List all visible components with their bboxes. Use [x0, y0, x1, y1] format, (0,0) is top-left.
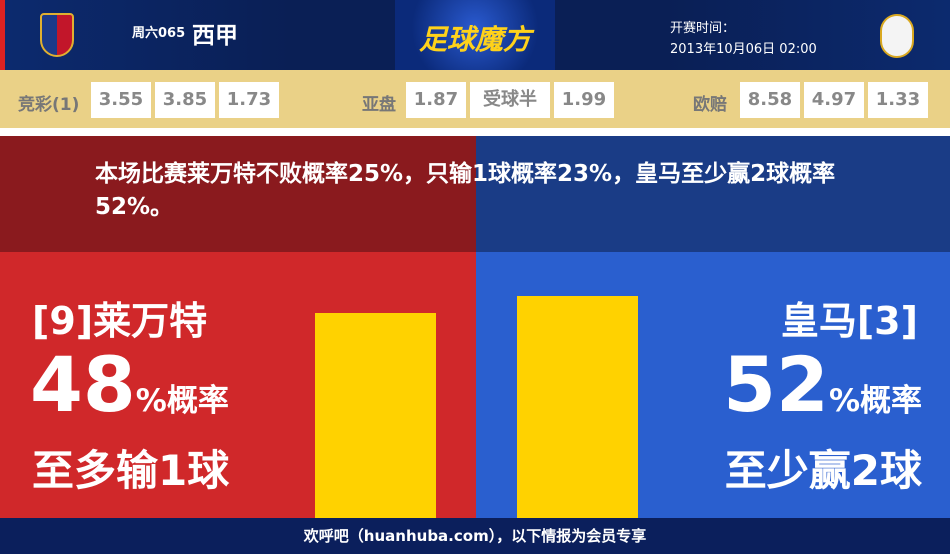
kickoff-time: 2013年10月06日 02:00 — [670, 42, 817, 57]
prediction-summary: 本场比赛莱万特不败概率25%，只输1球概率23%，皇马至少赢2球概率52%。 — [95, 161, 836, 220]
summary-bg-home — [0, 136, 476, 252]
league-name: 西甲 — [192, 23, 238, 49]
app-logo: 足球魔方 — [418, 23, 531, 56]
home-team-name: [9]莱万特 — [32, 299, 208, 343]
yapan-odd: 1.99 — [554, 82, 614, 118]
away-percent-suffix: %概率 — [828, 383, 922, 419]
home-percent-value: 48 — [30, 340, 136, 429]
jingcai-label: 竞彩(1) — [18, 95, 80, 115]
oupei-label: 欧赔 — [693, 95, 727, 115]
home-outcome: 至多输1球 — [32, 446, 230, 495]
yapan-handicap: 受球半 — [470, 82, 550, 118]
logo-background — [395, 0, 555, 70]
away-percent-value: 52 — [723, 340, 829, 429]
away-outcome: 至少赢2球 — [724, 446, 922, 495]
home-percent: 48%概率 — [30, 340, 229, 429]
member-footer[interactable]: 欢呼吧（huanhuba.com），以下情报为会员专享 — [0, 518, 950, 554]
yapan-label: 亚盘 — [362, 95, 396, 115]
jingcai-odd: 1.73 — [219, 82, 279, 118]
yapan-odd: 1.87 — [406, 82, 466, 118]
kickoff-label: 开赛时间： — [670, 21, 736, 36]
home-probability-bar — [315, 313, 436, 518]
home-percent-suffix: %概率 — [135, 383, 229, 419]
jingcai-odd: 3.85 — [155, 82, 215, 118]
oupei-odd: 8.58 — [740, 82, 800, 118]
jingcai-odd: 3.55 — [91, 82, 151, 118]
summary-bg-away — [476, 136, 950, 252]
levante-crest-icon — [40, 13, 74, 57]
away-team-name: 皇马[3] — [780, 299, 918, 343]
oupei-odd: 4.97 — [804, 82, 864, 118]
real-madrid-crest-icon — [880, 14, 914, 58]
away-probability-bar — [517, 296, 638, 518]
away-percent: 52%概率 — [723, 340, 922, 429]
match-number: 周六065 — [132, 26, 186, 41]
oupei-odd: 1.33 — [868, 82, 928, 118]
